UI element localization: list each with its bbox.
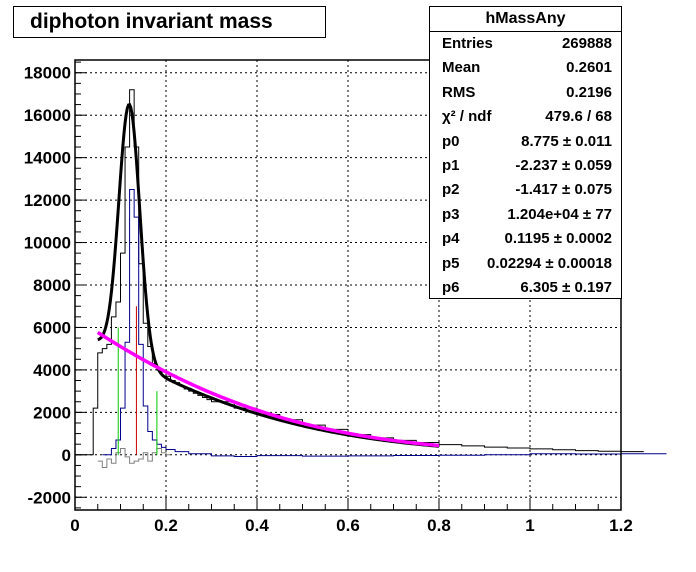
stat-row-rms: RMS 0.2196 xyxy=(430,81,621,105)
stats-box-title: hMassAny xyxy=(430,7,621,32)
stat-row-chi2: χ² / ndf 479.6 / 68 xyxy=(430,105,621,129)
x-tick-label: 1 xyxy=(525,516,534,535)
stat-row-p1: p1 -2.237 ± 0.059 xyxy=(430,154,621,178)
stat-key: p1 xyxy=(442,156,460,174)
stat-key: p0 xyxy=(442,132,460,150)
y-tick-label: 2000 xyxy=(33,403,71,422)
stat-row-p5: p5 0.02294 ± 0.00018 xyxy=(430,252,621,276)
y-tick-label: 16000 xyxy=(24,106,71,125)
stat-value: 0.2601 xyxy=(566,59,612,77)
y-tick-label: 18000 xyxy=(24,64,71,83)
stats-box: hMassAny Entries 269888 Mean 0.2601 RMS 0.2… xyxy=(429,6,622,299)
stat-row-p2: p2 -1.417 ± 0.075 xyxy=(430,178,621,202)
y-tick-label: 12000 xyxy=(24,191,71,210)
series-residual xyxy=(97,447,171,469)
stat-row-entries: Entries 269888 xyxy=(430,32,621,56)
stat-row-p4: p4 0.1195 ± 0.0002 xyxy=(430,227,621,251)
stat-key: RMS xyxy=(442,83,476,101)
x-tick-label: 0.8 xyxy=(427,516,451,535)
y-tick-label: 0 xyxy=(62,446,71,465)
stat-key: p2 xyxy=(442,181,460,199)
stat-value: 0.1195 ± 0.0002 xyxy=(504,230,613,248)
x-tick-label: 0.6 xyxy=(336,516,360,535)
stat-value: 6.305 ± 0.197 xyxy=(520,278,612,296)
chart-title: diphoton invariant mass xyxy=(13,6,326,38)
axes: 0 0.2 0.4 0.6 0.8 1 1.2 -2000 0 2000 4000 6000 8000 1… xyxy=(24,61,633,535)
y-tick-label: 4000 xyxy=(33,361,71,380)
y-tick-label: 10000 xyxy=(24,234,71,253)
y-tick-label: 14000 xyxy=(24,149,71,168)
stat-value: -1.417 ± 0.075 xyxy=(515,181,612,199)
stat-key: p3 xyxy=(442,205,460,223)
y-tick-label: 8000 xyxy=(33,276,71,295)
stat-value: 479.6 / 68 xyxy=(545,108,612,126)
x-tick-label: 0.2 xyxy=(154,516,178,535)
stat-key: Entries xyxy=(442,35,493,52)
stat-value: 269888 xyxy=(561,35,612,52)
stat-key: p5 xyxy=(442,254,460,272)
stat-row-p3: p3 1.204e+04 ± 77 xyxy=(430,203,621,227)
x-tick-label: 1.2 xyxy=(609,516,633,535)
stat-value: 0.2196 xyxy=(566,83,612,101)
stat-row-mean: Mean 0.2601 xyxy=(430,56,621,80)
series-signal xyxy=(102,188,667,458)
stat-row-p6: p6 6.305 ± 0.197 xyxy=(430,276,621,300)
stat-value: 0.02294 ± 0.00018 xyxy=(486,254,612,272)
y-tick-label: 6000 xyxy=(33,318,71,337)
fit-total-curve xyxy=(97,102,440,448)
stat-value: 8.775 ± 0.011 xyxy=(521,132,612,150)
y-tick-label: -2000 xyxy=(28,488,71,507)
x-tick-label: 0.4 xyxy=(245,516,269,535)
stat-value: -2.237 ± 0.059 xyxy=(515,156,612,174)
stat-key: χ² / ndf xyxy=(442,108,492,126)
stat-value: 1.204e+04 ± 77 xyxy=(507,205,612,223)
stat-key: p6 xyxy=(442,278,460,296)
stat-key: p4 xyxy=(442,230,460,248)
series-hMassAny xyxy=(75,89,644,456)
x-tick-label: 0 xyxy=(70,516,79,535)
plot-area xyxy=(75,89,667,469)
stat-key: Mean xyxy=(442,59,481,77)
fit-background-curve xyxy=(96,330,440,448)
stat-row-p0: p0 8.775 ± 0.011 xyxy=(430,130,621,154)
